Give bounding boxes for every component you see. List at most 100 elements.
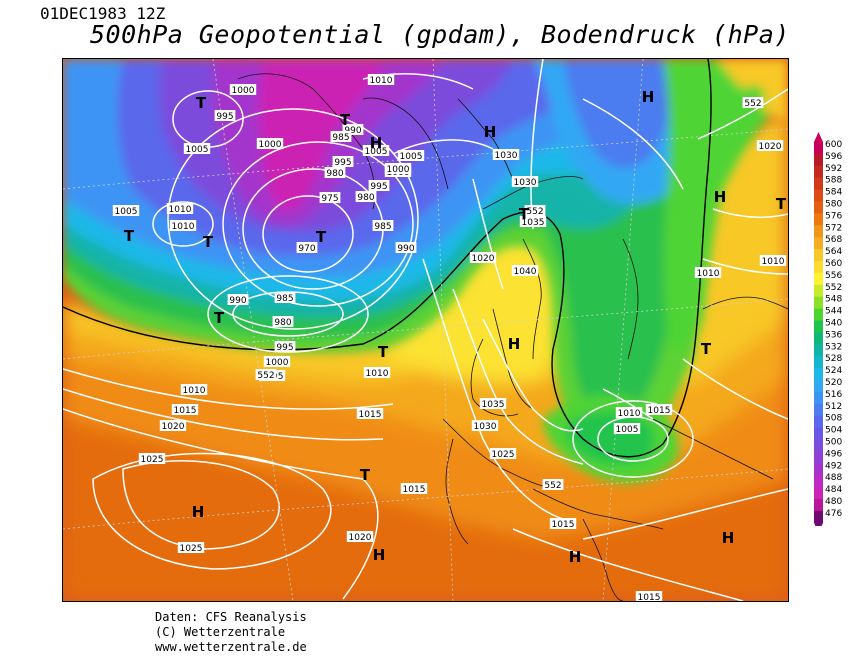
isobar-label-bg [756,140,784,151]
isobar-label-bg [367,74,395,85]
legend-swatch [814,272,823,286]
isobar-label-bg [319,192,341,203]
legend-label: 516 [825,390,842,400]
isobar-label: 995 [334,158,351,168]
isobar-label-bg [471,420,499,431]
legend-swatch [814,403,823,417]
isobar-label: 970 [298,244,315,254]
isobar-label: 1010 [366,369,389,379]
isobar-label: 1005 [365,147,388,157]
legend-label: 496 [825,449,842,459]
isobar-label: 1020 [759,142,782,152]
legend-label: 544 [825,307,842,317]
isobar-label-bg [214,110,236,121]
legend-label: 568 [825,235,842,245]
legend-label: 536 [825,330,842,340]
legend-label: 592 [825,164,842,174]
isobar-label: 1005 [616,425,639,435]
isobar-label-bg [384,163,412,174]
isobar-label: 1020 [162,422,185,432]
isobar-label: 1015 [359,410,382,420]
legend-label: 560 [825,259,842,269]
isobar-label: 1000 [266,358,289,368]
isobar-label-bg [469,252,497,263]
legend-swatch [814,415,823,429]
isobar-label-bg [330,131,352,142]
isobar-label: 1010 [370,76,393,86]
isobar-label-bg [177,542,205,553]
isobar-label: 1005 [186,145,209,155]
legend-swatch [814,344,823,357]
isobar-label: 990 [397,244,414,254]
legend-label: 596 [825,152,842,162]
credits-copyright: (C) Wetterzentrale [155,625,286,639]
legend-label: 484 [825,485,842,495]
system-label: H [642,88,655,106]
date-label: 01DEC1983 12Z [40,4,166,23]
legend-label: 500 [825,438,842,448]
isobar-label: 1005 [115,207,138,217]
isobar-label-bg [272,316,294,327]
isobar-label-bg [645,404,673,415]
isobar-label: 1025 [141,455,164,465]
legend-swatch [814,142,823,155]
legend-label: 532 [825,342,842,352]
isobar-label-bg [372,220,394,231]
system-label: T [316,228,327,246]
isobar-label: 1025 [492,450,515,460]
isobar-label-bg [324,167,346,178]
credits-website: www.wetterzentrale.de [155,640,307,654]
isobar-label-bg [694,267,722,278]
isobar-label: 1005 [400,152,423,162]
system-label: H [192,503,205,521]
height-label: 552 [544,481,561,491]
isobar-label-bg [549,518,577,529]
legend-label: 584 [825,188,842,198]
system-label: T [776,195,787,213]
legend-swatch [814,201,823,214]
isobar-label: 1015 [648,406,671,416]
isobar-label: 985 [276,294,293,304]
isobar-label-bg [368,180,390,191]
isobar-label: 1020 [349,533,372,543]
isobar-label: 1000 [232,86,255,96]
system-label: T [360,466,371,484]
coastlines [237,73,788,601]
isobar-label-bg [274,341,296,352]
legend-swatch [814,451,823,464]
isobar-label-bg [615,407,643,418]
isobar-label: 995 [370,182,387,192]
isobar-label: 990 [344,126,361,136]
isobar-label: 1010 [172,222,195,232]
grid-lines [63,59,788,601]
system-label: T [203,233,214,251]
legend-swatch [814,332,823,345]
legend-swatch [814,284,823,298]
isobar-label-bg [169,220,197,231]
isobar-label-bg [356,408,384,419]
legend-swatch [814,237,823,250]
height-label-bg [255,369,277,380]
credits: Daten: CFS Reanalysis (C) Wetterzentrale… [155,610,307,655]
legend-swatch [814,475,823,488]
isobar-label-bg [492,149,520,160]
legend-swatch [814,320,823,333]
isobar-label: 975 [321,194,338,204]
legend-label: 556 [825,271,842,281]
isobar-label: 1030 [514,178,537,188]
isobar-label: 1040 [514,267,537,277]
isobar-label: 1035 [482,400,505,410]
isobar-label-bg [395,242,417,253]
legend-swatch [814,380,823,393]
system-label: T [701,340,712,358]
isobar-label-bg [400,483,428,494]
legend-label: 512 [825,402,842,412]
height-label: 552 [526,207,543,217]
system-label: T [214,309,225,327]
legend-label: 528 [825,354,842,364]
isobar-label: 1010 [169,205,192,215]
isobar-label: 995 [216,112,233,122]
color-legend: 600 596 592 588 584 580 576 572 568 564 560 556 552 5… [812,132,850,533]
legend-label: 548 [825,295,842,305]
isobar-label-bg [363,367,391,378]
